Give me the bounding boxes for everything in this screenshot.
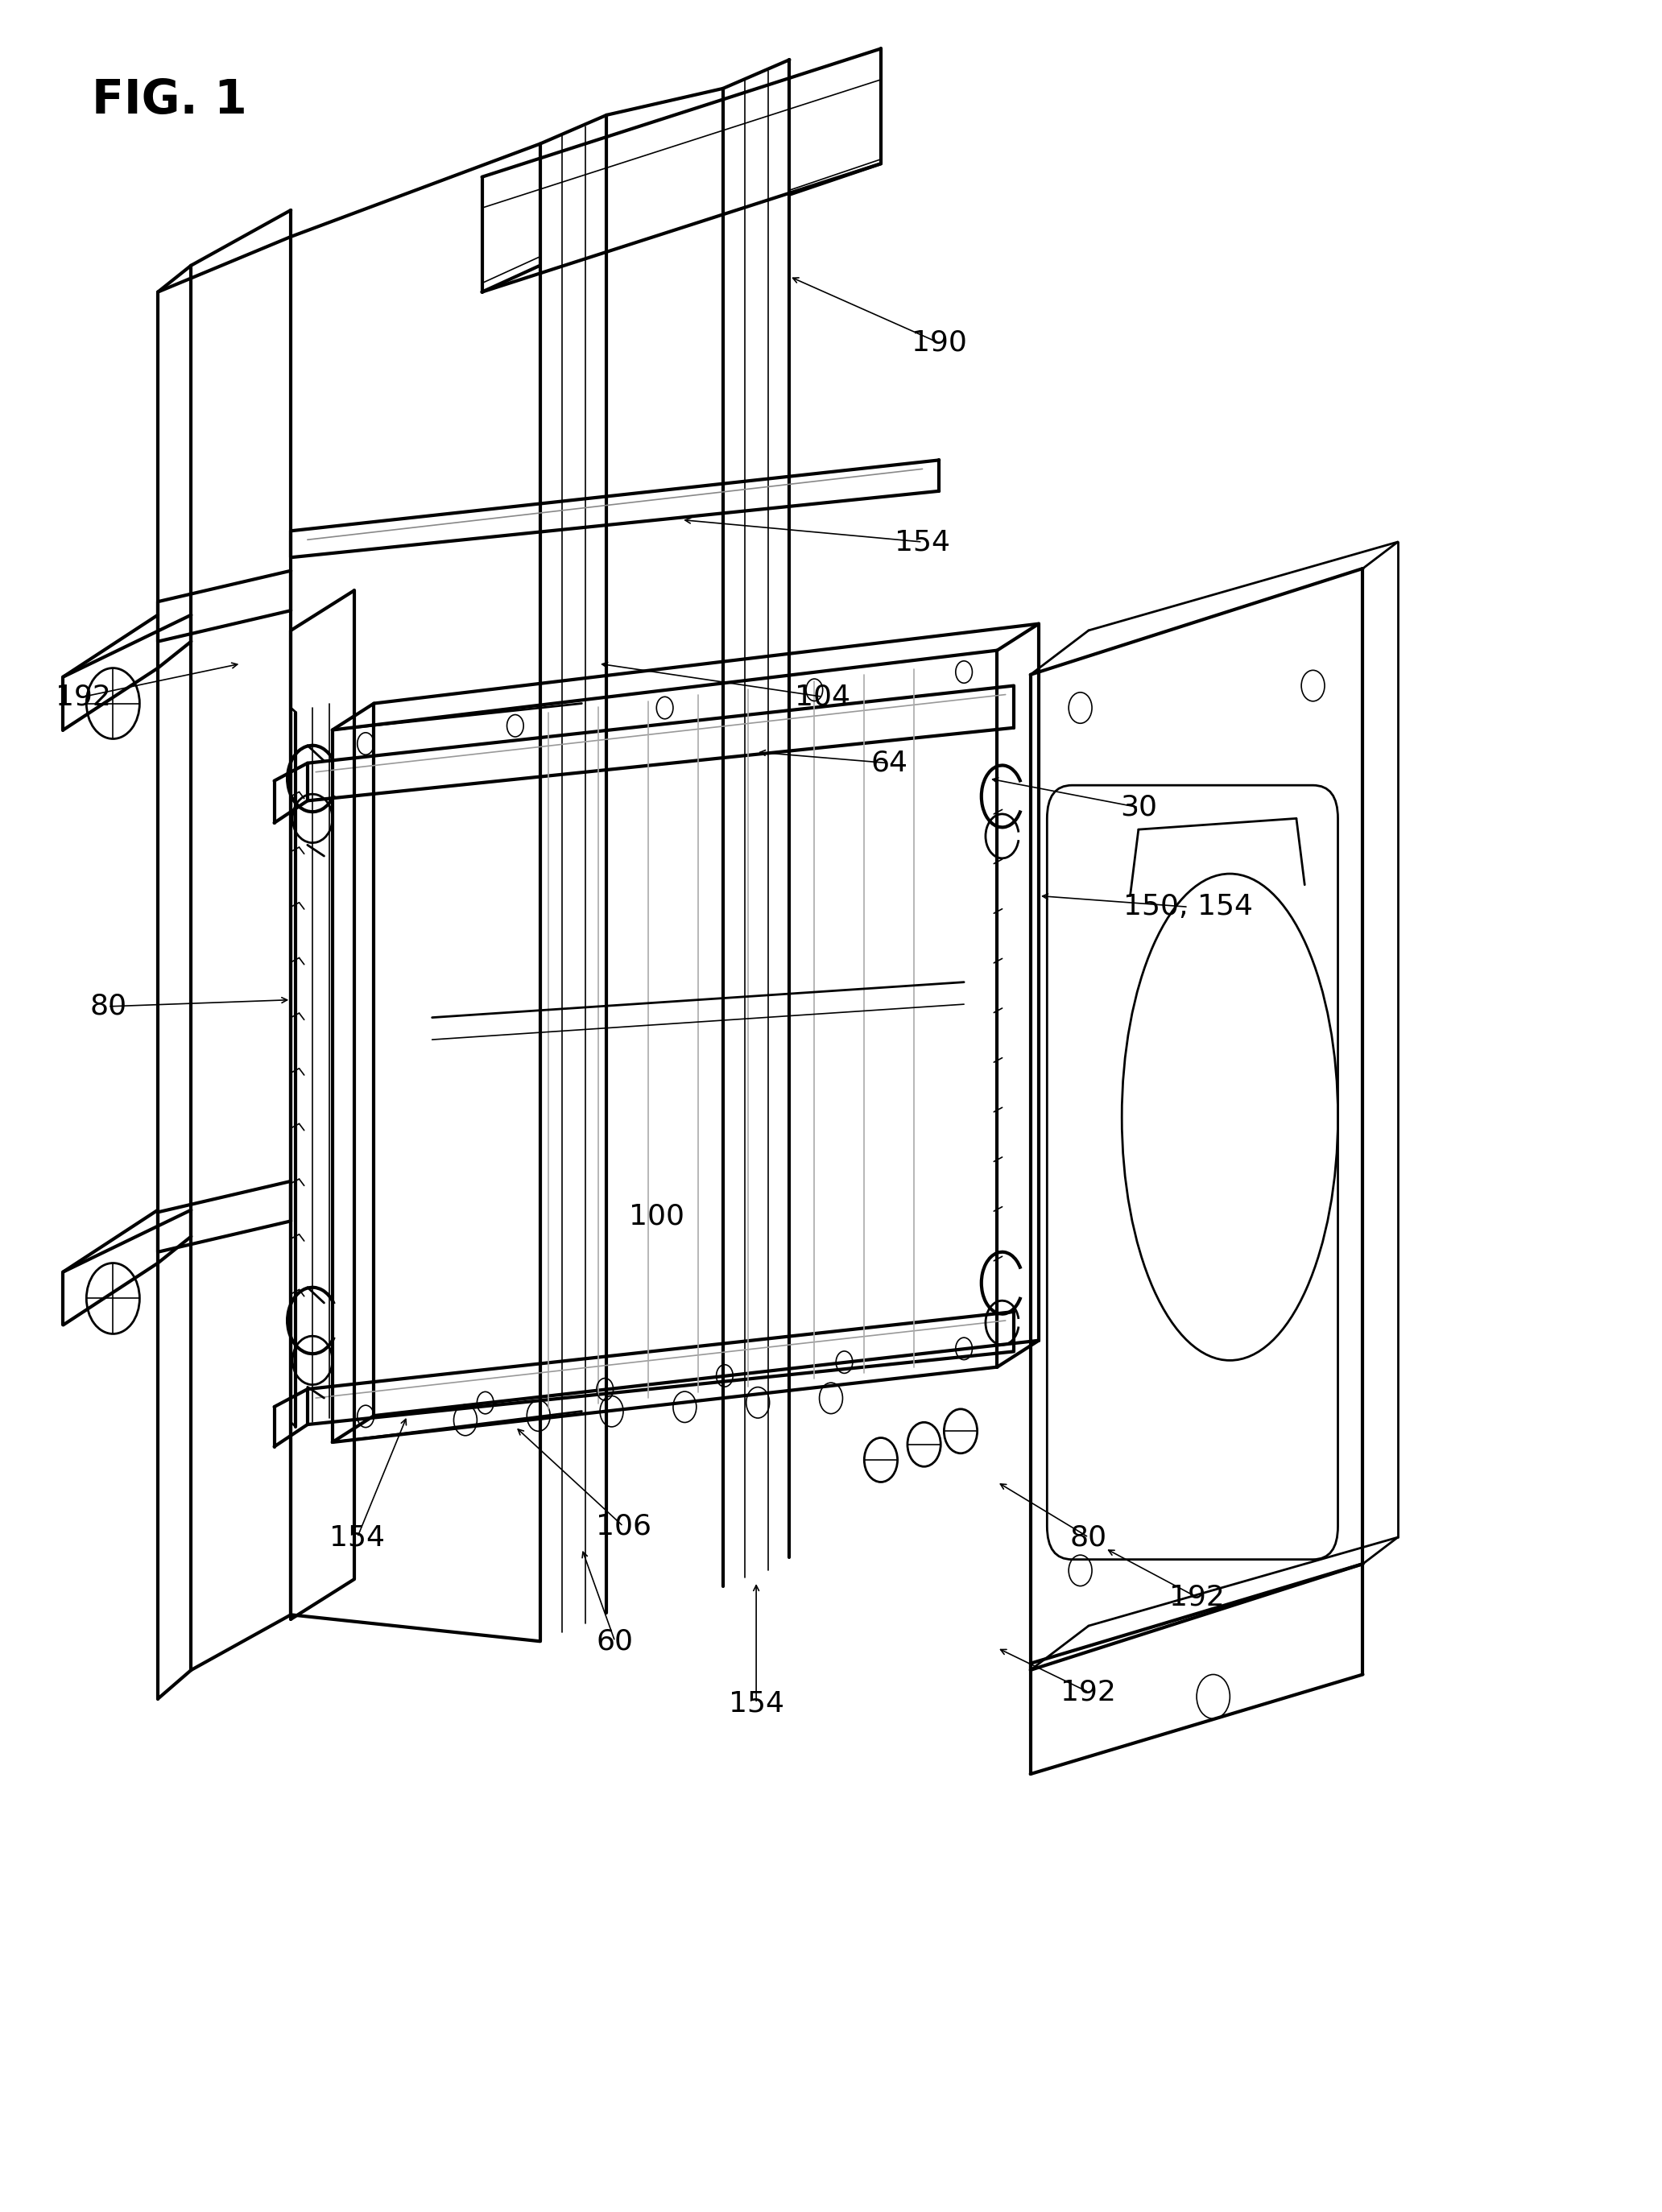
Text: 64: 64: [871, 750, 907, 776]
Text: 106: 106: [595, 1513, 652, 1540]
Text: 80: 80: [90, 993, 126, 1020]
Text: 80: 80: [1070, 1524, 1107, 1551]
Text: 154: 154: [894, 529, 951, 555]
Text: 60: 60: [597, 1628, 633, 1655]
Text: 104: 104: [794, 684, 851, 710]
Text: 192: 192: [55, 684, 111, 710]
Text: 192: 192: [1168, 1584, 1225, 1610]
Text: 30: 30: [1120, 794, 1157, 821]
Text: 150, 154: 150, 154: [1124, 894, 1253, 920]
Text: 154: 154: [728, 1690, 784, 1717]
Text: 190: 190: [911, 330, 967, 356]
Text: 154: 154: [329, 1524, 386, 1551]
Text: FIG. 1: FIG. 1: [91, 77, 246, 124]
Text: 100: 100: [628, 1203, 685, 1230]
Text: 192: 192: [1060, 1679, 1117, 1705]
